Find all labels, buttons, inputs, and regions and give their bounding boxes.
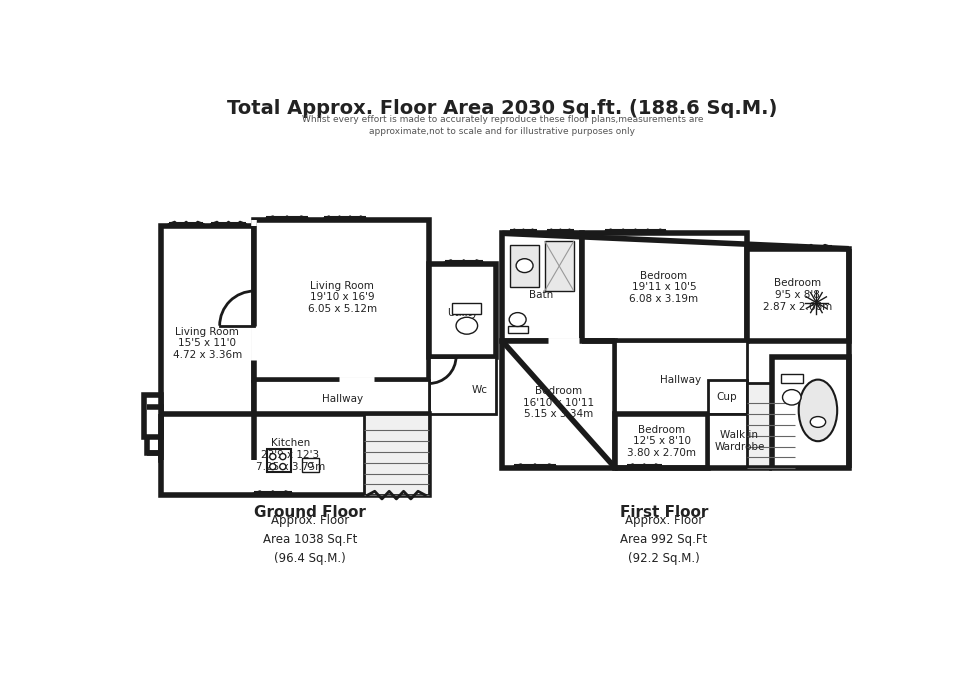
Bar — [747, 249, 849, 341]
Circle shape — [270, 453, 276, 459]
Bar — [708, 414, 772, 468]
Bar — [581, 234, 747, 341]
Ellipse shape — [783, 389, 801, 405]
Ellipse shape — [516, 258, 533, 272]
Circle shape — [308, 463, 313, 467]
Text: Living Room
19'10 x 16'9
6.05 x 5.12m: Living Room 19'10 x 16'9 6.05 x 5.12m — [308, 281, 376, 314]
Bar — [429, 264, 496, 356]
Text: Whilst every effort is made to accurately reproduce these floor plans,measuremen: Whilst every effort is made to accuratel… — [302, 115, 703, 137]
Bar — [255, 220, 429, 380]
Text: Bath: Bath — [798, 405, 822, 415]
Text: Ground Floor: Ground Floor — [254, 505, 366, 520]
Ellipse shape — [510, 313, 526, 326]
Bar — [147, 407, 161, 453]
Text: Bedroom
19'11 x 10'5
6.08 x 3.19m: Bedroom 19'11 x 10'5 6.08 x 3.19m — [629, 270, 699, 304]
Circle shape — [279, 453, 286, 459]
Ellipse shape — [456, 317, 477, 334]
Text: Living Room
15'5 x 11'0
4.72 x 3.36m: Living Room 15'5 x 11'0 4.72 x 3.36m — [172, 327, 242, 360]
Text: Wc: Wc — [471, 385, 487, 394]
Text: Utility: Utility — [447, 308, 477, 317]
Bar — [302, 458, 319, 472]
Text: Kitchen
23'9 x 12'3
7.25 x 3.75m: Kitchen 23'9 x 12'3 7.25 x 3.75m — [256, 439, 325, 472]
Bar — [545, 241, 574, 291]
Bar — [708, 380, 747, 414]
Ellipse shape — [810, 416, 826, 428]
Text: Bedroom
12'5 x 8'10
3.80 x 2.70m: Bedroom 12'5 x 8'10 3.80 x 2.70m — [627, 425, 696, 458]
Bar — [144, 395, 161, 437]
Bar — [510, 245, 539, 287]
Bar — [268, 449, 290, 472]
Circle shape — [270, 464, 276, 470]
Bar — [161, 226, 255, 460]
Text: Walk in
Wardrobe: Walk in Wardrobe — [714, 430, 764, 452]
Bar — [509, 326, 527, 333]
Bar — [452, 304, 481, 314]
Text: Bedroom
9'5 x 8'8
2.87 x 2.66m: Bedroom 9'5 x 8'8 2.87 x 2.66m — [763, 279, 833, 312]
Bar — [615, 414, 708, 468]
Bar — [429, 356, 496, 414]
Circle shape — [279, 464, 286, 470]
Text: Hallway: Hallway — [321, 394, 363, 404]
Bar — [781, 374, 803, 383]
Text: Total Approx. Floor Area 2030 Sq.ft. (188.6 Sq.M.): Total Approx. Floor Area 2030 Sq.ft. (18… — [227, 99, 777, 118]
Text: First Floor: First Floor — [619, 505, 709, 520]
Bar — [747, 383, 795, 468]
Bar — [503, 234, 581, 341]
Bar — [161, 414, 429, 495]
Text: Hallway: Hallway — [661, 375, 702, 385]
Text: Cup: Cup — [716, 392, 737, 403]
Bar — [255, 380, 429, 414]
Bar — [615, 341, 747, 414]
Bar — [772, 356, 849, 468]
Text: Bath: Bath — [529, 290, 554, 300]
Bar — [503, 341, 615, 468]
Text: Bedroom
16'10 x 10'11
5.15 x 3.34m: Bedroom 16'10 x 10'11 5.15 x 3.34m — [523, 386, 594, 419]
Text: Approx. Floor
Area 1038 Sq.Ft
(96.4 Sq.M.): Approx. Floor Area 1038 Sq.Ft (96.4 Sq.M… — [263, 514, 357, 565]
Text: Approx. Floor
Area 992 Sq.Ft
(92.2 Sq.M.): Approx. Floor Area 992 Sq.Ft (92.2 Sq.M.… — [620, 514, 708, 565]
Ellipse shape — [799, 380, 837, 441]
Bar — [364, 414, 429, 495]
